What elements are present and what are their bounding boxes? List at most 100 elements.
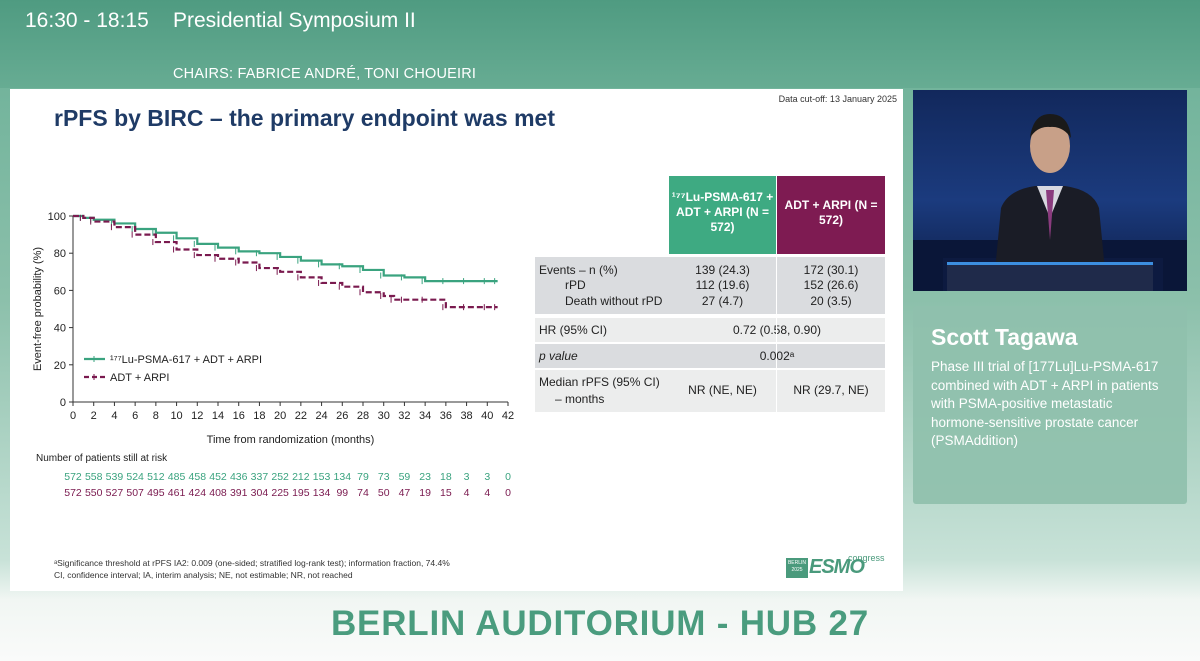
risk-count: 512	[147, 471, 165, 483]
risk-count: 134	[312, 487, 331, 499]
risk-count: 458	[188, 471, 207, 483]
x-tick-label: 42	[502, 410, 514, 422]
risk-count: 507	[126, 487, 144, 499]
y-tick-label: 40	[54, 323, 66, 335]
events-label: Events – n (%)	[539, 263, 618, 277]
table-column-divider	[776, 257, 777, 412]
session-title: Presidential Symposium II	[173, 9, 416, 32]
km-curve-lu	[73, 214, 498, 283]
km-chart: 0 2 4 6 8 10 12 14 16 18 20 22 24 26 28 30 32 34 36 38 40 420…	[32, 211, 514, 446]
talk-description: Phase III trial of [177Lu]Lu-PSMA-617 co…	[931, 359, 1159, 448]
risk-count: 485	[167, 471, 186, 483]
risk-count: 539	[105, 471, 124, 483]
speaker-video	[913, 90, 1187, 291]
session-header-bar: 16:30 - 18:15 Presidential Symposium II …	[0, 0, 1200, 88]
x-tick-label: 22	[295, 410, 307, 422]
esmo-logo-box: BERLIN 2025	[786, 558, 808, 578]
risk-count: 59	[398, 471, 411, 483]
x-tick-label: 38	[460, 410, 472, 422]
venue-label: BERLIN AUDITORIUM - HUB 27	[330, 604, 870, 643]
risk-count: 18	[440, 471, 452, 483]
death-label: Death without rPD	[565, 294, 663, 308]
events-lu: 139 (24.3)	[695, 263, 750, 277]
table-header-adt-text: ADT + ARPI (N = 572)	[784, 198, 878, 227]
risk-count: 3	[463, 471, 470, 483]
speaker-name: Scott Tagawa	[931, 324, 1078, 350]
risk-count: 408	[209, 487, 227, 499]
x-axis-label: Time from randomization (months)	[207, 434, 375, 446]
esmo-logo-congress: congress	[848, 553, 885, 563]
risk-count: 134	[333, 471, 352, 483]
presentation-slide: rPFS by BIRC – the primary endpoint was …	[10, 89, 903, 591]
risk-count: 99	[336, 487, 349, 499]
rpd-adt: 152 (26.6)	[803, 278, 859, 292]
risk-count: 74	[357, 487, 369, 499]
speaker-card: Scott Tagawa Phase III trial of [177Lu]L…	[913, 306, 1187, 504]
x-tick-label: 32	[398, 410, 410, 422]
y-tick-label: 100	[48, 211, 66, 223]
risk-table-title: Number of patients still at risk	[36, 453, 168, 464]
risk-count: 3	[484, 471, 491, 483]
x-tick-label: 30	[378, 410, 390, 422]
x-tick-label: 18	[253, 410, 265, 422]
median-lu: NR (NE, NE)	[688, 383, 757, 397]
median-label-1: Median rPFS (95% CI)	[539, 375, 660, 389]
x-tick-label: 34	[419, 410, 431, 422]
risk-count: 47	[398, 487, 411, 499]
risk-count: 153	[312, 471, 331, 483]
table-header-adt: ADT + ARPI (N = 572)	[777, 176, 885, 254]
x-tick-label: 26	[336, 410, 348, 422]
y-tick-label: 20	[54, 360, 66, 372]
session-chairs: CHAIRS: FABRICE ANDRÉ, TONI CHOUEIRI	[173, 66, 477, 82]
y-tick-label: 80	[54, 248, 66, 260]
km-legend: ¹⁷⁷Lu-PSMA-617 + ADT + ARPI ADT + ARPI	[84, 354, 262, 384]
median-adt: NR (29.7, NE)	[793, 383, 869, 397]
km-series	[73, 214, 498, 311]
footnote-line-2: CI, confidence interval; IA, interim ana…	[54, 570, 353, 580]
risk-count: 212	[292, 471, 310, 483]
death-adt: 20 (3.5)	[810, 294, 852, 308]
risk-count: 4	[484, 487, 491, 499]
risk-count: 436	[229, 471, 248, 483]
rpd-lu: 112 (19.6)	[695, 278, 750, 292]
x-tick-label: 10	[170, 410, 182, 422]
y-tick-label: 60	[54, 285, 66, 297]
risk-count: 73	[377, 471, 390, 483]
risk-count: 524	[126, 471, 144, 483]
table-header-lu: ¹⁷⁷Lu-PSMA-617 + ADT + ARPI (N = 572)	[669, 176, 776, 254]
p-label: p value	[539, 349, 578, 363]
x-tick-label: 40	[481, 410, 493, 422]
y-axis-label: Event-free probability (%)	[32, 247, 44, 371]
risk-count: 0	[505, 487, 511, 499]
risk-count: 304	[250, 487, 269, 499]
risk-count: 572	[64, 471, 82, 483]
events-adt: 172 (30.1)	[803, 263, 859, 277]
legend-label: ADT + ARPI	[110, 372, 169, 384]
x-tick-label: 4	[111, 410, 117, 422]
data-cutoff-label: Data cut-off: 13 January 2025	[778, 94, 897, 104]
slide-title: rPFS by BIRC – the primary endpoint was …	[54, 105, 555, 131]
km-axes: 0 2 4 6 8 10 12 14 16 18 20 22 24 26 28 30 32 34 36 38 40 420…	[32, 211, 514, 446]
risk-count: 195	[292, 487, 310, 499]
session-time: 16:30 - 18:15	[25, 9, 149, 32]
table-row-p	[535, 344, 885, 368]
esmo-logo-word: ESMO	[809, 556, 865, 578]
risk-count: 452	[209, 471, 227, 483]
risk-count: 4	[463, 487, 470, 499]
table-row-events	[535, 257, 885, 314]
table-header-lu-text: ¹⁷⁷Lu-PSMA-617 + ADT + ARPI (N = 572)	[671, 190, 774, 234]
risk-count: 461	[167, 487, 186, 499]
x-tick-label: 20	[274, 410, 286, 422]
median-label-2: – months	[555, 392, 605, 406]
x-tick-label: 36	[440, 410, 452, 422]
risk-count: 527	[105, 487, 124, 499]
x-tick-label: 6	[132, 410, 138, 422]
risk-count: 424	[188, 487, 207, 499]
risk-count: 572	[64, 487, 82, 499]
risk-count: 337	[250, 471, 269, 483]
table-row-hr	[535, 318, 885, 342]
death-lu: 27 (4.7)	[701, 294, 744, 308]
risk-count: 252	[271, 471, 289, 483]
risk-row-adt: 572 550 527 507 495 461 424 408 391 304 225 195 134 9…	[64, 487, 524, 500]
y-tick-label: 0	[60, 397, 66, 409]
